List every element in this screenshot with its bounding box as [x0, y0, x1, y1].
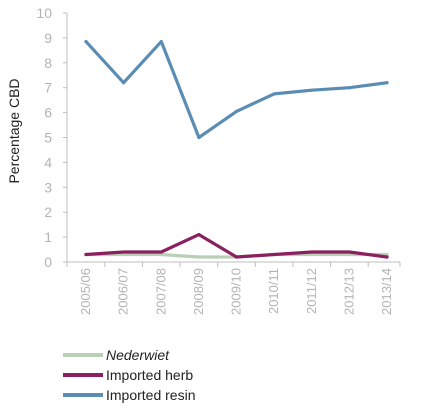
y-tick-label: 10 — [36, 5, 52, 21]
y-tick-labels: 0 1 2 3 4 5 6 7 8 9 10 — [36, 5, 52, 270]
legend-label: Imported herb — [106, 367, 193, 383]
data-point — [197, 233, 201, 237]
x-tick-label: 2006/07 — [116, 268, 131, 315]
y-tick-label: 9 — [44, 30, 52, 46]
x-tick-label: 2011/12 — [304, 268, 319, 314]
chart-series — [84, 39, 389, 259]
data-point — [122, 252, 126, 257]
data-point — [234, 255, 239, 259]
y-axis-label: Percentage CBD — [6, 78, 22, 183]
data-point — [347, 86, 351, 90]
x-tick-labels: 2005/06 2006/07 2007/08 2008/09 2009/10 2010/… — [78, 268, 394, 315]
data-point — [385, 81, 389, 85]
x-tick-label: 2005/06 — [78, 268, 93, 315]
x-tick-label: 2010/11 — [266, 268, 281, 314]
y-tick-label: 0 — [44, 254, 52, 270]
data-point — [234, 109, 239, 113]
data-point — [310, 88, 314, 92]
data-point — [197, 255, 201, 259]
data-point — [272, 92, 276, 96]
y-tick-label: 7 — [44, 80, 52, 96]
data-point — [385, 255, 389, 259]
x-tick-label: 2009/10 — [229, 268, 244, 315]
y-tick-label: 8 — [44, 55, 52, 71]
chart-axes — [63, 12, 401, 267]
y-tick-label: 3 — [44, 179, 52, 195]
data-point — [310, 252, 314, 257]
data-point — [122, 250, 126, 254]
data-point — [122, 81, 126, 85]
data-point — [310, 250, 314, 254]
x-tick-label: 2013/14 — [379, 268, 394, 315]
legend-label: Nederwiet — [106, 347, 170, 363]
y-tick-label: 4 — [44, 154, 52, 170]
y-tick-label: 5 — [44, 130, 52, 146]
x-tick-label: 2008/09 — [191, 268, 206, 315]
x-tick-label: 2012/13 — [341, 268, 356, 315]
data-point — [197, 135, 201, 140]
y-tick-label: 2 — [44, 204, 52, 220]
data-point — [84, 252, 88, 257]
y-tick-label: 1 — [44, 229, 52, 245]
data-point — [159, 252, 163, 257]
chart-legend: Nederwiet Imported herb Imported resin — [63, 347, 195, 403]
data-point — [159, 250, 163, 254]
x-tick-label: 2007/08 — [153, 268, 168, 315]
legend-label: Imported resin — [106, 387, 195, 403]
data-point — [347, 250, 351, 254]
data-point — [84, 40, 88, 44]
y-tick-label: 6 — [44, 105, 52, 121]
data-point — [347, 252, 351, 257]
data-point — [272, 252, 276, 257]
data-point — [159, 40, 163, 44]
series-line-imported-resin — [84, 39, 389, 140]
